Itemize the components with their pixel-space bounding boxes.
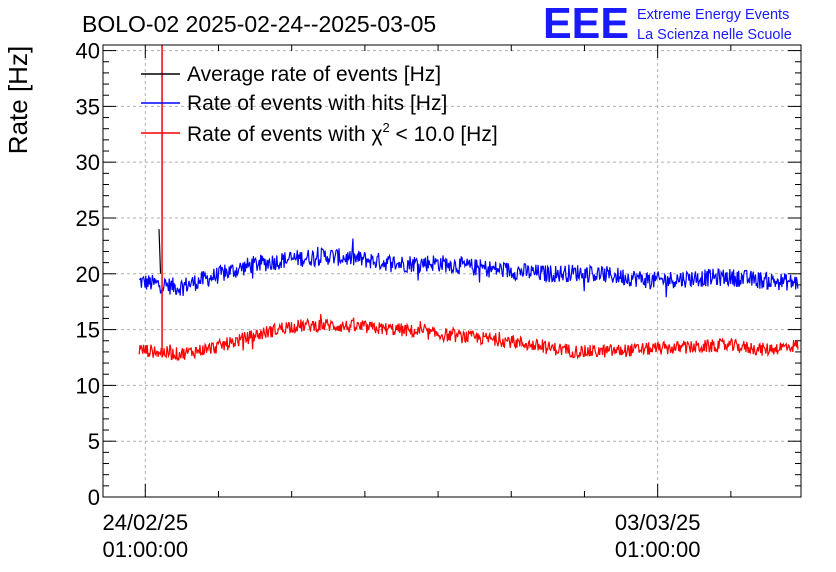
eee-logo-mark: EEE (543, 0, 629, 48)
x-tick-time-label: 01:00:00 (615, 537, 701, 562)
y-axis-label: Rate [Hz] (3, 46, 33, 154)
y-tick-label: 10 (76, 373, 100, 398)
eee-logo-line2: La Scienza nelle Scuole (637, 27, 792, 43)
legend-label-chi2: Rate of events with χ2 < 10.0 [Hz] (187, 120, 498, 146)
y-axis-ticks: 0 5 10 15 20 25 30 35 40 (76, 39, 801, 510)
x-tick-date-label: 03/03/25 (615, 510, 701, 535)
y-tick-label: 40 (76, 39, 100, 64)
legend-chi2-symbol: χ (371, 123, 382, 146)
x-tick-time-label: 01:00:00 (102, 537, 188, 562)
series-line-average (158, 229, 162, 274)
x-tick-date-label: 24/02/25 (102, 510, 188, 535)
legend-chi2-suffix: < 10.0 [Hz] (390, 123, 498, 146)
y-tick-label: 5 (88, 429, 100, 454)
series-group (138, 45, 799, 362)
y-tick-label: 30 (76, 150, 100, 175)
y-tick-label: 25 (76, 206, 100, 231)
eee-logo: EEE Extreme Energy Events La Scienza nel… (543, 0, 792, 48)
legend: Average rate of events [Hz] Rate of even… (141, 63, 498, 146)
y-tick-label: 0 (88, 485, 100, 510)
legend-chi2-prefix: Rate of events with (187, 123, 371, 146)
series-line-hits (138, 238, 799, 298)
y-tick-label: 15 (76, 318, 100, 343)
y-tick-label: 35 (76, 94, 100, 119)
y-tick-label: 20 (76, 262, 100, 287)
plot-frame (102, 44, 802, 498)
grid-lines (103, 45, 801, 497)
legend-label-average: Average rate of events [Hz] (187, 63, 441, 86)
legend-label-hits: Rate of events with hits [Hz] (187, 92, 447, 115)
chart-title: BOLO-02 2025-02-24--2025-03-05 (82, 11, 436, 37)
series-line-chi2 (138, 313, 799, 362)
legend-chi2-exponent: 2 (382, 120, 389, 135)
eee-logo-line1: Extreme Energy Events (637, 7, 789, 23)
